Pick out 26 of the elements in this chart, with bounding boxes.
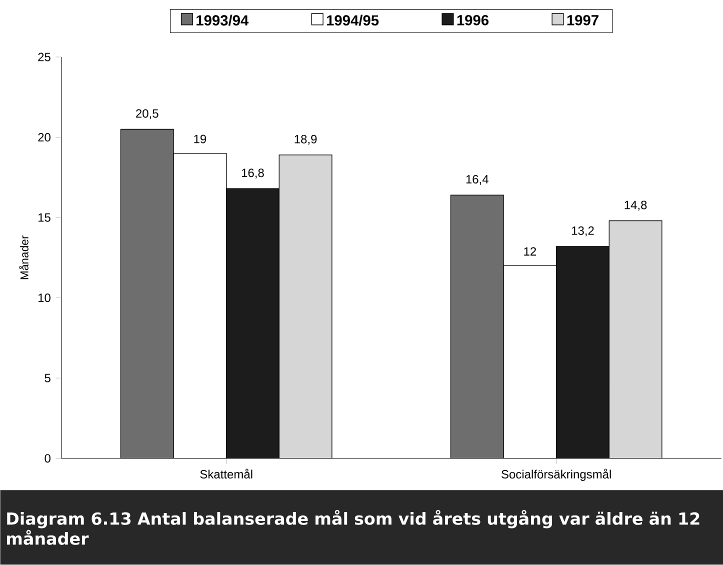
x-tick-label: Socialförsäkringsmål (502, 468, 611, 481)
data-label: 14,8 (624, 200, 647, 211)
data-label: 20,5 (136, 109, 158, 120)
y-tick-label: 0 (44, 454, 50, 463)
y-tick-label: 25 (38, 52, 50, 62)
legend-label: 1993/94 (196, 14, 249, 26)
bar (226, 188, 280, 458)
data-label: 16,4 (466, 175, 488, 185)
x-tick-label: Skattemål (200, 468, 252, 479)
data-label: 19 (194, 134, 206, 144)
data-label: 13,2 (572, 226, 594, 236)
legend-label: 1996 (457, 14, 489, 26)
y-tick-label: 15 (38, 213, 50, 222)
bar (556, 246, 610, 458)
data-label: 12 (524, 247, 536, 256)
data-label: 18,9 (294, 134, 317, 145)
bar (450, 194, 504, 458)
data-label: 16,8 (242, 168, 264, 179)
y-tick-label: 10 (38, 294, 50, 302)
y-tick-label: 5 (44, 374, 50, 382)
legend-label: 1997 (567, 14, 598, 26)
y-axis-title: Månader (19, 236, 28, 280)
y-tick-label: 20 (38, 133, 50, 142)
text: Diagram 6.13 Antal balanserade mål som vid årets utgång var äldre än 12 månader (6, 510, 700, 545)
legend-label: 1994/95 (326, 14, 379, 26)
bar (120, 128, 174, 458)
